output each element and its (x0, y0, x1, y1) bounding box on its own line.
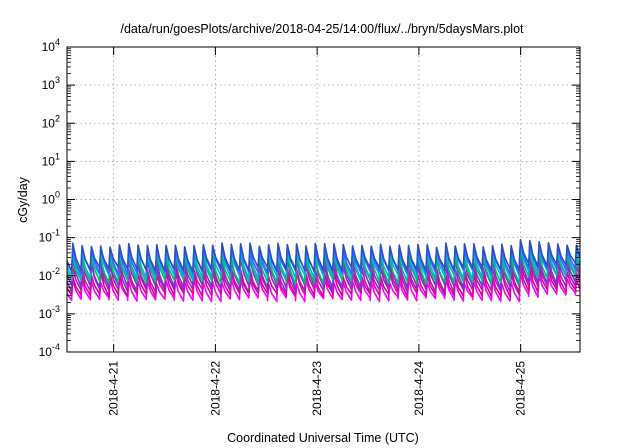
y-axis-label: cGy/day (16, 176, 30, 223)
y-tick-label: 100 (42, 190, 60, 207)
y-tick-label: 103 (42, 75, 60, 92)
series-line-4 (67, 251, 580, 290)
y-axis: 10-4 10-3 10-2 10-1 100 101 102 103 104 (39, 37, 580, 359)
grid (67, 47, 580, 352)
series-line-3 (67, 258, 580, 294)
series-group (67, 238, 580, 303)
series-line-2 (67, 265, 580, 298)
y-tick-label: 10-3 (39, 304, 60, 321)
x-tick-label: 2018-4-25 (514, 361, 528, 416)
x-axis: 2018-4-21 2018-4-22 2018-4-23 2018-4-24 2018… (107, 47, 528, 416)
x-tick-label: 2018-4-24 (412, 361, 426, 416)
chart-title: /data/run/goesPlots/archive/2018-04-25/1… (120, 22, 524, 36)
y-tick-label: 10-2 (39, 266, 60, 283)
x-axis-label: Coordinated Universal Time (UTC) (227, 431, 419, 445)
y-tick-label: 104 (42, 37, 60, 54)
y-tick-label: 10-1 (39, 228, 60, 245)
series-line-8 (67, 238, 580, 273)
series-line-1 (67, 272, 580, 303)
y-tick-label: 101 (42, 151, 60, 168)
series-line-6 (67, 244, 580, 280)
x-tick-label: 2018-4-23 (310, 361, 324, 416)
x-tick-label: 2018-4-22 (208, 361, 222, 416)
y-tick-label: 10-4 (39, 342, 60, 359)
y-tick-label: 102 (42, 113, 60, 130)
x-tick-label: 2018-4-21 (107, 361, 121, 416)
